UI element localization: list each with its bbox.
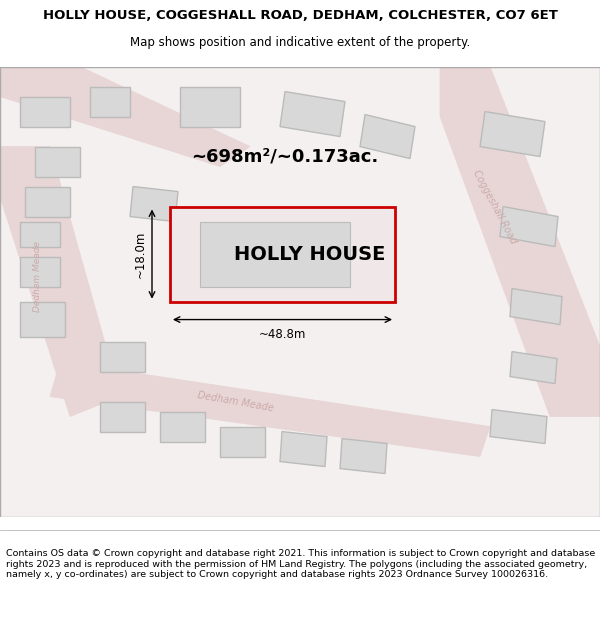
Polygon shape <box>20 221 60 246</box>
Text: Dedham Meade: Dedham Meade <box>34 241 43 312</box>
Polygon shape <box>180 86 240 126</box>
Polygon shape <box>100 401 145 431</box>
Polygon shape <box>280 91 345 136</box>
Polygon shape <box>160 411 205 441</box>
Polygon shape <box>220 426 265 456</box>
Polygon shape <box>480 111 545 156</box>
Polygon shape <box>90 86 130 116</box>
Text: ~48.8m: ~48.8m <box>259 328 306 341</box>
Polygon shape <box>170 206 395 301</box>
Polygon shape <box>25 186 70 216</box>
Polygon shape <box>510 351 557 384</box>
Text: ~698m²/~0.173ac.: ~698m²/~0.173ac. <box>191 148 379 166</box>
Polygon shape <box>0 146 120 416</box>
Polygon shape <box>0 66 250 166</box>
Polygon shape <box>510 289 562 324</box>
Polygon shape <box>500 206 558 246</box>
Text: Map shows position and indicative extent of the property.: Map shows position and indicative extent… <box>130 36 470 49</box>
Polygon shape <box>35 146 80 176</box>
Polygon shape <box>130 186 178 221</box>
Polygon shape <box>20 256 60 286</box>
Polygon shape <box>340 439 387 474</box>
Polygon shape <box>360 114 415 159</box>
Polygon shape <box>100 341 145 371</box>
Polygon shape <box>200 221 350 286</box>
Polygon shape <box>490 409 547 444</box>
Text: Dedham Meade: Dedham Meade <box>196 390 274 413</box>
Text: Contains OS data © Crown copyright and database right 2021. This information is : Contains OS data © Crown copyright and d… <box>6 549 595 579</box>
Polygon shape <box>280 431 327 466</box>
Text: HOLLY HOUSE, COGGESHALL ROAD, DEDHAM, COLCHESTER, CO7 6ET: HOLLY HOUSE, COGGESHALL ROAD, DEDHAM, CO… <box>43 9 557 22</box>
Polygon shape <box>50 361 490 456</box>
Text: ~18.0m: ~18.0m <box>134 231 147 278</box>
Polygon shape <box>20 96 70 126</box>
Polygon shape <box>440 66 600 416</box>
Text: Coggeshall Road: Coggeshall Road <box>472 168 518 245</box>
Text: HOLLY HOUSE: HOLLY HOUSE <box>235 245 386 264</box>
Polygon shape <box>20 301 65 336</box>
